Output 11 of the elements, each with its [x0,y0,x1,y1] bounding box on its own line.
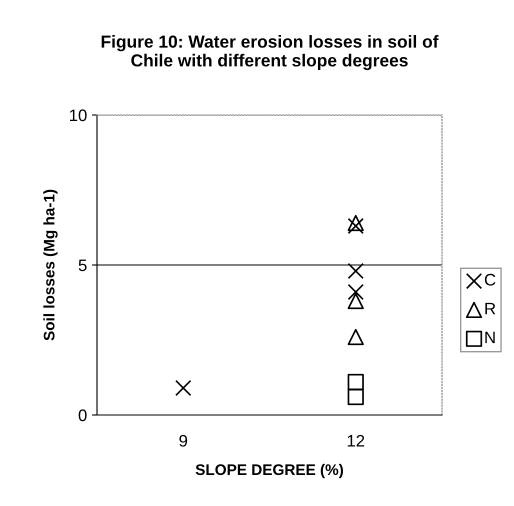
x-axis-title: SLOPE DEGREE (%) [196,464,344,478]
y-axis-title: Soil losses (Mg ha-1) [43,190,58,341]
y-tick-label: 0 [78,409,87,422]
y-tick-label: 10 [70,109,87,122]
legend-label: N [485,332,495,344]
x-tick-label: 12 [348,434,364,447]
x-tick-label: 9 [179,434,188,447]
legend-label: R [485,302,496,314]
chart-title: Figure 10: Water erosion losses in soil of Chile with different slope degrees [102,35,439,70]
legend-label: C [484,274,496,286]
y-tick-label: 5 [78,260,87,272]
